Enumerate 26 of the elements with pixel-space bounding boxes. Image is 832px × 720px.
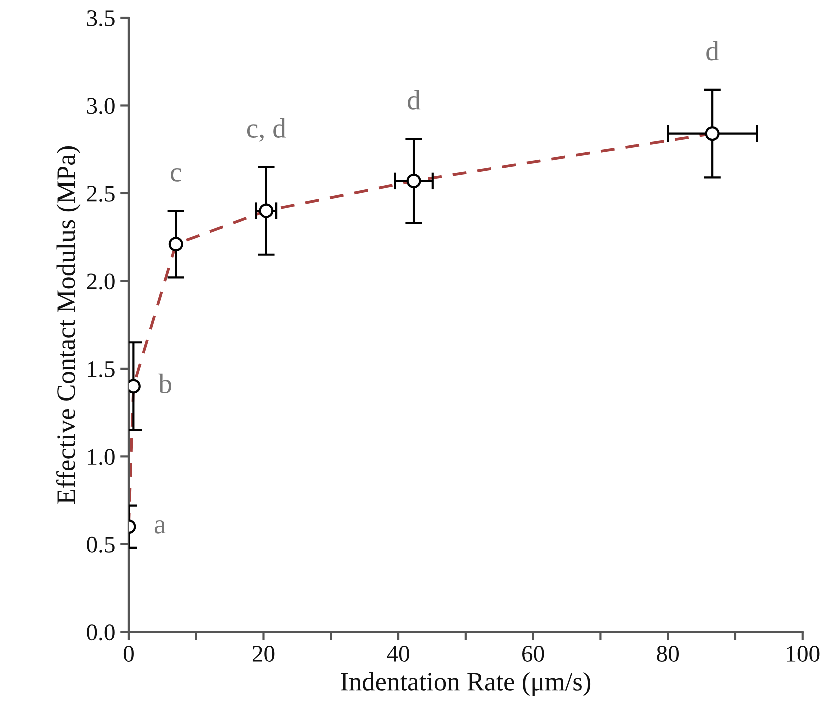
annotation: c, d [247,118,286,142]
x-tick-label: 40 [387,646,410,662]
y-tick-label: 0.5 [87,536,115,553]
point [259,204,274,218]
x-tick-label: 20 [252,646,275,662]
annotation: d [408,90,421,110]
y-tick-label: 3.5 [87,10,115,27]
point [168,237,184,252]
x-tick-label: 80 [657,646,679,662]
annotation: a [154,520,166,534]
point [406,174,422,188]
y-tick-label: 1.5 [88,362,115,378]
y-tick-label: 1.0 [88,449,115,466]
y-axis-title: Effective Contact Modulus (MPa) [56,146,81,504]
annotation: b [158,374,172,394]
y-tick-label: 0.0 [87,624,115,641]
x-axis-title: Indentation Rate (μm/s) [341,672,591,696]
x-tick-label: 60 [522,646,544,662]
x-tick-label: 100 [787,646,820,662]
y-tick-label: 2.5 [87,186,115,202]
x-tick-label: 0 [124,646,134,662]
annotation: c [171,168,182,182]
y-tick-label: 2.0 [87,274,115,290]
annotation: d [706,41,720,61]
point [705,126,720,142]
y-tick-label: 3.0 [87,98,115,114]
